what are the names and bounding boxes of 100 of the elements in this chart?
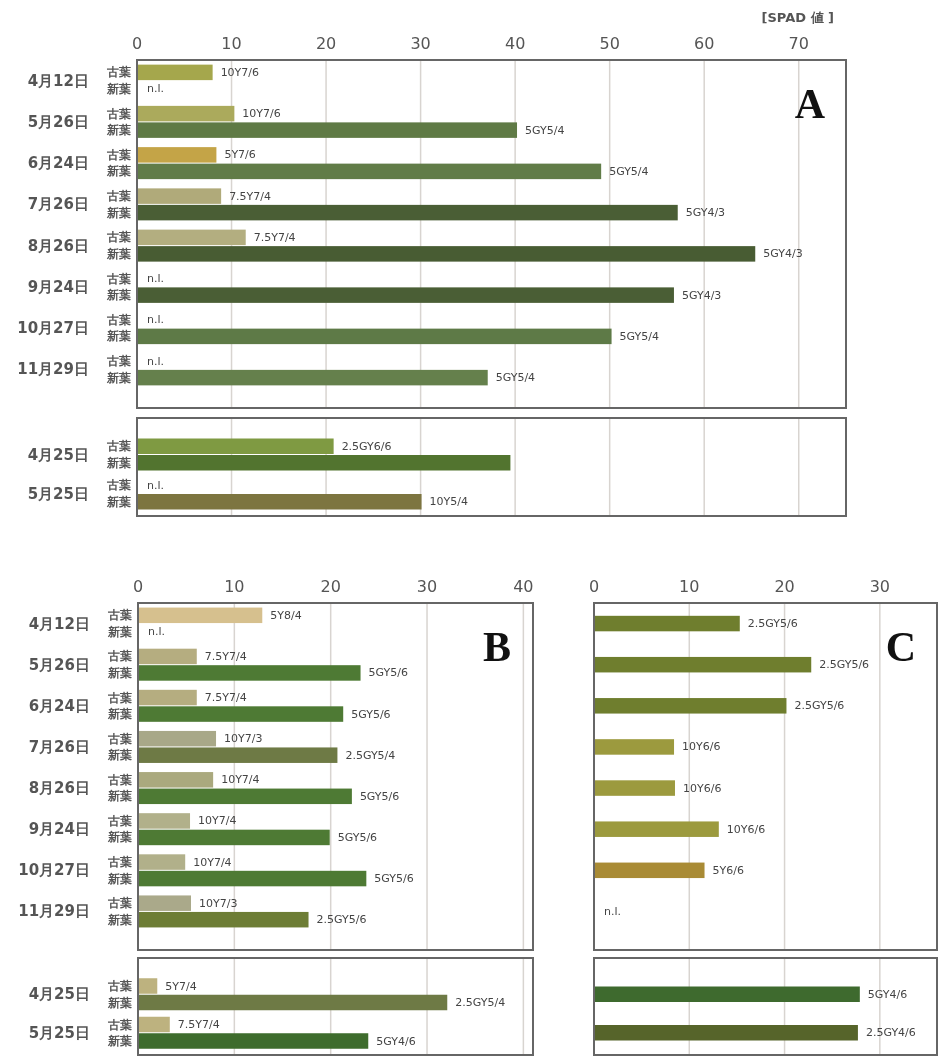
- bar: [138, 994, 448, 1011]
- text: 新葉: [107, 164, 131, 179]
- bar: [137, 147, 217, 163]
- x-tick-label: 50: [599, 34, 620, 53]
- bar: [138, 706, 344, 722]
- annotation: 2.5GY5/6: [819, 658, 870, 672]
- bar: [138, 813, 191, 829]
- text: 新葉: [107, 370, 131, 385]
- annotation: 7.5Y7/4: [229, 189, 272, 203]
- bar: [138, 788, 352, 805]
- y-tick-label: 8月26日: [27, 236, 89, 255]
- annotation: 2.5GY5/6: [747, 617, 798, 631]
- text: 新葉: [107, 81, 131, 96]
- annotation: 2.5GY5/6: [794, 699, 845, 713]
- annotation: 2.5GY4/6: [865, 1026, 916, 1040]
- text: 新葉: [108, 871, 132, 886]
- annotation: n.l.: [147, 354, 165, 368]
- annotation: 7.5Y7/4: [177, 1018, 220, 1031]
- text: B: [482, 624, 512, 670]
- annotation: 10Y7/4: [198, 814, 237, 828]
- annotation: 10Y7/6: [220, 65, 260, 79]
- bar: [138, 1016, 170, 1033]
- annotation: 5GY4/3: [763, 247, 803, 261]
- annotation: 5GY5/4: [495, 371, 536, 385]
- x-tick-label: 20: [315, 34, 337, 53]
- text: 古葉: [108, 731, 132, 746]
- text: 古葉: [107, 271, 131, 286]
- annotation: 5GY5/6: [368, 666, 408, 680]
- x-tick-label: 10: [224, 577, 245, 596]
- text: 古葉: [107, 106, 131, 121]
- bar: [594, 862, 705, 879]
- x-tick-label: 0: [131, 34, 143, 53]
- annotation: 5GY5/4: [609, 164, 649, 178]
- annotation: 5GY4/3: [685, 206, 726, 220]
- text: 新葉: [108, 912, 132, 927]
- annotation: 10Y7/6: [242, 107, 281, 121]
- bar: [594, 615, 740, 632]
- x-tick-label: 0: [588, 577, 600, 596]
- bar: [138, 829, 330, 846]
- y-tick-label: 7月26日: [28, 737, 90, 756]
- x-tick-label: 60: [694, 34, 715, 53]
- annotation: 5Y7/4: [165, 979, 197, 993]
- annotation: 2.5GY6/6: [341, 439, 392, 453]
- x-tick-label: 70: [788, 34, 809, 53]
- annotation: 5Y7/6: [224, 148, 256, 162]
- bar: [594, 698, 787, 714]
- text: 新葉: [107, 205, 131, 220]
- annotation: 2.5GY5/4: [455, 996, 506, 1009]
- annotation: 5GY4/6: [867, 987, 908, 1001]
- y-tick-label: 4月25日: [27, 445, 89, 464]
- annotation: n.l.: [148, 625, 166, 639]
- bar: [137, 163, 602, 180]
- bar: [138, 730, 217, 747]
- y-tick-label: 5月25日: [27, 484, 89, 503]
- text: 新葉: [107, 246, 131, 261]
- x-axis-title: [SPAD 値 ]: [761, 10, 834, 25]
- text: 新葉: [107, 329, 131, 344]
- annotation: 10Y7/4: [193, 855, 232, 869]
- text: 古葉: [107, 230, 131, 245]
- y-tick-label: 6月24日: [28, 696, 90, 715]
- bar: [138, 665, 361, 681]
- y-tick-label: 4月25日: [28, 985, 90, 1004]
- y-tick-label: 5月26日: [28, 655, 90, 674]
- annotation: 7.5Y7/4: [204, 691, 247, 705]
- bar: [137, 369, 488, 386]
- text: 古葉: [108, 690, 132, 705]
- x-tick-label: 40: [513, 577, 534, 596]
- text: 古葉: [108, 896, 132, 911]
- series-label: 古葉: [106, 439, 131, 454]
- text: A: [794, 81, 826, 127]
- annotation: 5GY5/4: [619, 329, 659, 343]
- bar: [594, 780, 675, 796]
- annotation: 5GY5/6: [374, 872, 414, 886]
- y-tick-label: 7月26日: [27, 195, 89, 214]
- x-tick-label: 40: [504, 34, 526, 53]
- bar: [137, 287, 674, 303]
- annotation: 5GY5/6: [359, 789, 400, 803]
- y-tick-label: 9月24日: [27, 277, 89, 296]
- x-tick-label: 20: [320, 577, 341, 596]
- bar: [138, 870, 367, 887]
- bar: [594, 821, 719, 837]
- text: 古葉: [107, 354, 131, 369]
- series-label: 新葉: [107, 665, 132, 680]
- text: 古葉: [108, 855, 132, 870]
- annotation: 5Y8/4: [270, 608, 302, 622]
- bar: [138, 854, 186, 870]
- bar: [137, 122, 518, 138]
- y-tick-label: 8月26日: [28, 779, 90, 798]
- y-tick-label: 10月27日: [18, 861, 90, 880]
- annotation: 5GY5/4: [525, 123, 565, 137]
- annotation: 5GY4/6: [376, 1034, 416, 1048]
- y-tick-label: 9月24日: [28, 820, 90, 839]
- x-tick-label: 10: [221, 34, 242, 53]
- bar: [138, 911, 309, 928]
- x-tick-label: 10: [679, 577, 700, 596]
- annotation: n.l.: [147, 82, 165, 96]
- x-tick-label: 30: [869, 577, 891, 596]
- x-tick-label: 20: [774, 577, 795, 596]
- y-tick-label: 4月12日: [27, 71, 89, 90]
- annotation: 5GY5/6: [337, 830, 378, 844]
